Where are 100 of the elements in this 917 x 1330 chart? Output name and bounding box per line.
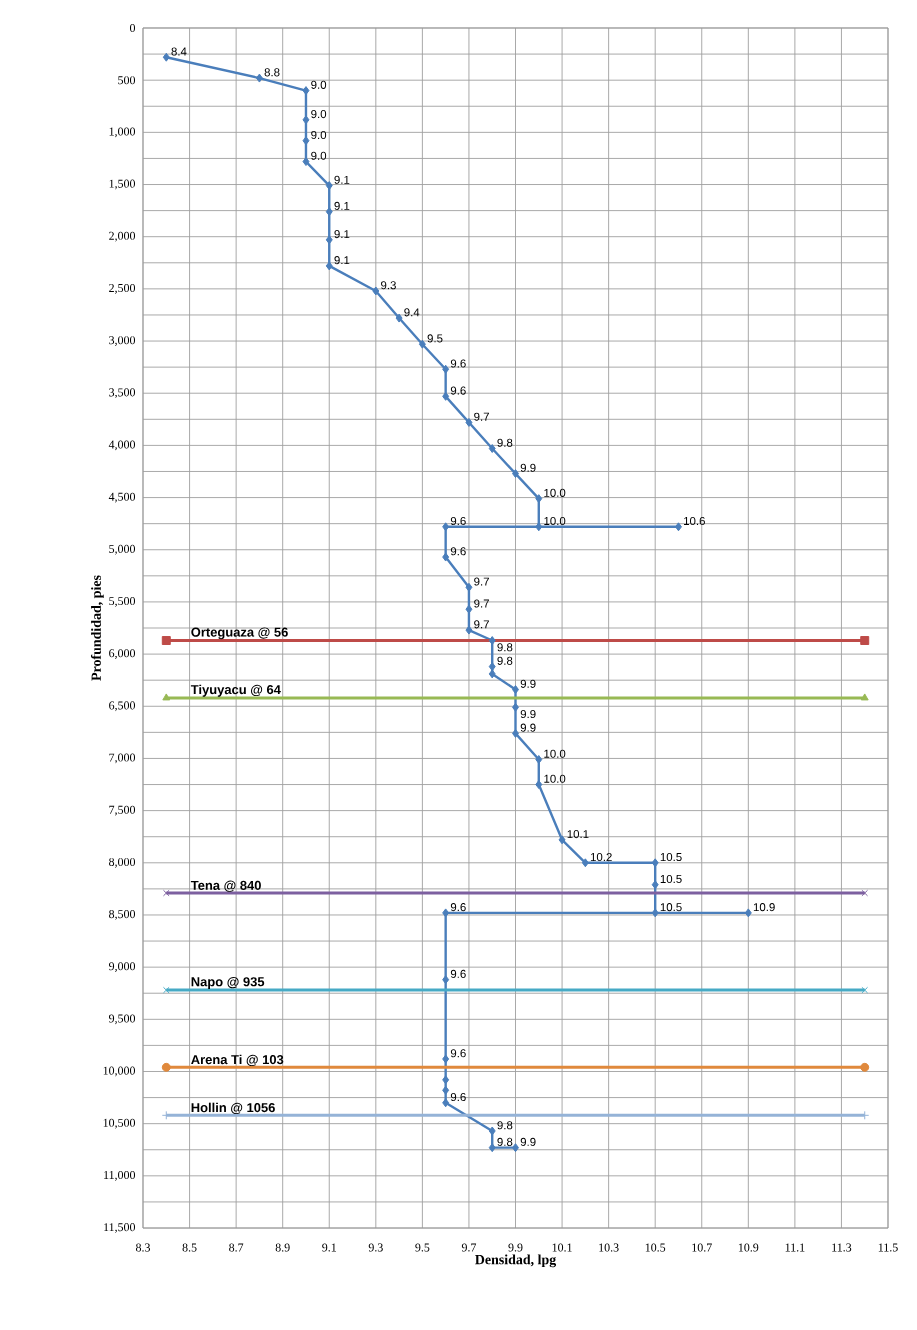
annotation: 9.6 <box>450 1049 466 1058</box>
x-axis-title: Densidad, lpg <box>475 1254 557 1268</box>
x-tick-label: 11.5 <box>878 1243 898 1252</box>
y-tick-label: 1,000 <box>109 127 136 138</box>
annotation: 9.7 <box>474 577 489 586</box>
x-tick-label: 9.1 <box>322 1243 337 1252</box>
annotation: 9.6 <box>450 547 466 556</box>
annotation: 10.0 <box>544 749 566 758</box>
annotation: 9.4 <box>404 308 420 317</box>
x-tick-label: 8.9 <box>275 1243 290 1252</box>
point <box>488 444 496 454</box>
annotation: 9.9 <box>520 679 536 688</box>
y-tick-label: 3,500 <box>109 388 136 399</box>
annotation: 9.6 <box>450 903 466 912</box>
point <box>442 1075 450 1085</box>
point <box>581 858 589 868</box>
x-tick-label: 10.5 <box>645 1243 666 1252</box>
annotation: 9.6 <box>450 386 466 395</box>
annotation: 10.5 <box>660 874 682 884</box>
point <box>442 1085 450 1095</box>
y-tick-label: 9,000 <box>108 962 136 973</box>
annotation: 9.9 <box>520 463 536 472</box>
annotation: 10.0 <box>544 516 566 526</box>
y-tick-label: 11,500 <box>104 1223 136 1233</box>
y-tick-label: 2,500 <box>109 283 136 294</box>
annotation: 8.8 <box>264 68 280 77</box>
y-tick-label: 4,500 <box>108 492 136 503</box>
y-tick-label: 500 <box>118 76 136 85</box>
point <box>161 636 171 646</box>
x-tick-label: 8.5 <box>182 1243 197 1252</box>
x-tick-label: 10.9 <box>738 1243 759 1252</box>
series-label: Tiyuyacu @ 64 <box>190 684 281 697</box>
series-label: Hollin @ 1056 <box>191 1102 275 1115</box>
point <box>161 1062 171 1072</box>
x-tick-label: 9.7 <box>461 1243 477 1252</box>
point <box>302 157 310 167</box>
point <box>861 889 869 897</box>
annotation: 10.2 <box>590 852 612 862</box>
annotation: 9.9 <box>520 723 536 732</box>
point <box>162 889 170 897</box>
y-tick-label: 3,000 <box>109 336 136 346</box>
x-tick-label: 9.3 <box>368 1243 383 1252</box>
point <box>442 522 450 532</box>
point <box>442 908 450 918</box>
annotation: 9.1 <box>334 201 350 210</box>
point <box>162 52 170 62</box>
annotation: 10.0 <box>544 774 566 783</box>
annotation: 10.5 <box>660 852 682 862</box>
point <box>465 417 473 427</box>
point <box>162 986 170 994</box>
point <box>372 286 380 296</box>
point <box>535 755 543 764</box>
point <box>488 1126 496 1136</box>
annotation: 9.0 <box>311 151 327 160</box>
point <box>558 835 566 845</box>
annotation: 8.4 <box>171 47 187 56</box>
annotation: 9.6 <box>450 1092 466 1102</box>
y-tick-label: 10,000 <box>103 1066 136 1077</box>
x-tick-label: 10.3 <box>599 1243 619 1252</box>
annotation: 10.6 <box>684 516 705 526</box>
point <box>488 1143 496 1153</box>
annotation: 9.9 <box>520 1137 536 1146</box>
y-tick-label: 9,500 <box>108 1014 136 1025</box>
point <box>442 552 450 562</box>
series-label: Tena @ 840 <box>190 880 261 892</box>
x-tick-label: 8.7 <box>229 1243 244 1252</box>
annotation: 9.1 <box>334 256 350 265</box>
annotation: 9.1 <box>334 175 350 184</box>
series-label: Orteguaza @ 56 <box>191 627 288 640</box>
annotation: 9.7 <box>474 620 489 629</box>
point <box>535 522 543 532</box>
point <box>395 313 403 323</box>
annotation: 9.6 <box>450 969 466 978</box>
point <box>465 582 473 592</box>
y-tick-label: 6,000 <box>109 649 136 659</box>
annotation: 10.1 <box>567 830 589 839</box>
annotation: 9.0 <box>311 80 327 89</box>
annotation: 9.6 <box>450 516 466 526</box>
y-tick-label: 4,000 <box>108 440 136 451</box>
point <box>861 986 869 994</box>
annotation: 9.8 <box>497 656 513 665</box>
x-tick-label: 10.1 <box>552 1243 572 1252</box>
annotation: 9.5 <box>427 334 443 343</box>
y-tick-label: 1,500 <box>109 179 136 190</box>
point <box>860 1062 870 1072</box>
x-tick-label: 11.3 <box>832 1243 852 1252</box>
point <box>325 261 333 271</box>
annotation: 9.0 <box>311 110 327 119</box>
point <box>442 1098 450 1108</box>
point <box>535 780 543 790</box>
annotation: 9.0 <box>311 130 327 139</box>
y-tick-label: 5,500 <box>109 597 136 607</box>
point <box>255 73 263 83</box>
annotation: 10.5 <box>660 903 682 912</box>
y-tick-label: 8,000 <box>109 857 136 868</box>
point <box>442 364 450 374</box>
y-tick-label: 0 <box>129 23 136 33</box>
point <box>860 636 870 646</box>
series-label: Napo @ 935 <box>191 977 265 989</box>
annotation: 10.0 <box>544 488 566 497</box>
